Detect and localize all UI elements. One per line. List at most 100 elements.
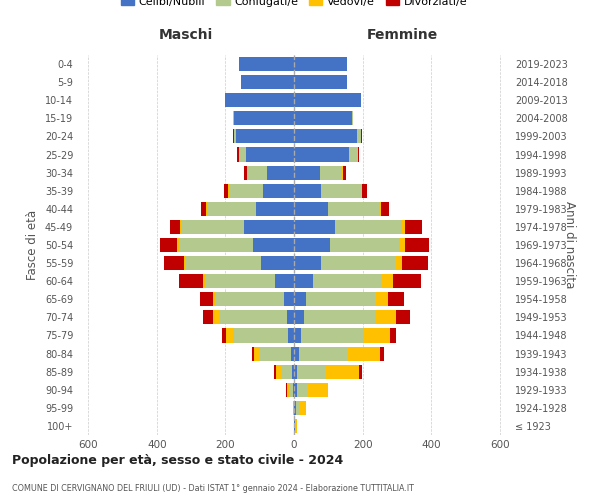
Bar [304, 310, 376, 324]
Bar [380, 346, 384, 360]
Bar [294, 112, 352, 126]
Bar [179, 274, 203, 288]
Bar [294, 166, 320, 179]
Bar [380, 202, 382, 216]
Bar [294, 148, 349, 162]
Bar [160, 238, 178, 252]
Bar [299, 401, 306, 415]
Bar [287, 310, 294, 324]
Bar [244, 166, 247, 179]
Bar [282, 364, 292, 378]
Bar [284, 292, 294, 306]
Bar [241, 75, 294, 89]
Bar [294, 130, 358, 143]
Bar [330, 238, 400, 252]
Bar [263, 184, 294, 198]
Bar [294, 202, 328, 216]
Bar [294, 238, 330, 252]
Bar [376, 310, 396, 324]
Bar [294, 292, 306, 306]
Bar [382, 202, 389, 216]
Bar [287, 382, 290, 397]
Bar [275, 274, 294, 288]
Bar [307, 382, 328, 397]
Bar [359, 364, 362, 378]
Bar [179, 238, 253, 252]
Bar [364, 328, 390, 342]
Bar [320, 166, 342, 179]
Bar [256, 202, 294, 216]
Bar [313, 274, 382, 288]
Bar [222, 328, 226, 342]
Bar [328, 202, 380, 216]
Bar [306, 292, 374, 306]
Bar [226, 93, 294, 108]
Bar [402, 220, 405, 234]
Bar [294, 57, 347, 71]
Bar [361, 184, 362, 198]
Bar [352, 112, 353, 126]
Bar [200, 292, 214, 306]
Bar [400, 238, 406, 252]
Bar [358, 148, 359, 162]
Bar [248, 166, 266, 179]
Bar [390, 328, 396, 342]
Bar [349, 148, 358, 162]
Bar [362, 184, 367, 198]
Bar [205, 274, 275, 288]
Bar [294, 75, 347, 89]
Bar [388, 292, 404, 306]
Bar [293, 401, 294, 415]
Bar [181, 220, 244, 234]
Bar [294, 93, 361, 108]
Bar [252, 346, 254, 360]
Bar [342, 166, 343, 179]
Bar [262, 256, 294, 270]
Bar [294, 310, 304, 324]
Text: COMUNE DI CERVIGNANO DEL FRIULI (UD) - Dati ISTAT 1° gennaio 2024 - Elaborazione: COMUNE DI CERVIGNANO DEL FRIULI (UD) - D… [12, 484, 414, 493]
Bar [186, 256, 262, 270]
Bar [236, 130, 294, 143]
Bar [294, 364, 298, 378]
Bar [239, 148, 246, 162]
Bar [395, 256, 402, 270]
Y-axis label: Anni di nascita: Anni di nascita [563, 202, 576, 288]
Bar [178, 238, 179, 252]
Bar [291, 346, 294, 360]
Bar [402, 256, 428, 270]
Text: Femmine: Femmine [367, 28, 437, 42]
Bar [203, 310, 214, 324]
Bar [294, 328, 301, 342]
Bar [361, 130, 362, 143]
Bar [237, 148, 239, 162]
Bar [266, 166, 294, 179]
Bar [382, 274, 394, 288]
Bar [246, 148, 294, 162]
Bar [294, 419, 295, 433]
Bar [206, 202, 256, 216]
Bar [347, 346, 380, 360]
Bar [301, 328, 364, 342]
Bar [254, 346, 260, 360]
Bar [201, 202, 206, 216]
Bar [218, 310, 287, 324]
Bar [297, 382, 307, 397]
Bar [335, 220, 402, 234]
Bar [290, 382, 293, 397]
Bar [358, 130, 361, 143]
Bar [253, 238, 294, 252]
Bar [343, 166, 346, 179]
Bar [274, 364, 276, 378]
Bar [394, 274, 421, 288]
Bar [294, 220, 335, 234]
Bar [228, 184, 229, 198]
Bar [322, 184, 361, 198]
Bar [292, 364, 294, 378]
Bar [203, 274, 205, 288]
Bar [184, 256, 186, 270]
Bar [239, 57, 294, 71]
Text: Maschi: Maschi [159, 28, 213, 42]
Bar [214, 310, 218, 324]
Bar [396, 310, 410, 324]
Legend: Celibi/Nubili, Coniugati/e, Vedovi/e, Divorziati/e: Celibi/Nubili, Coniugati/e, Vedovi/e, Di… [116, 0, 472, 12]
